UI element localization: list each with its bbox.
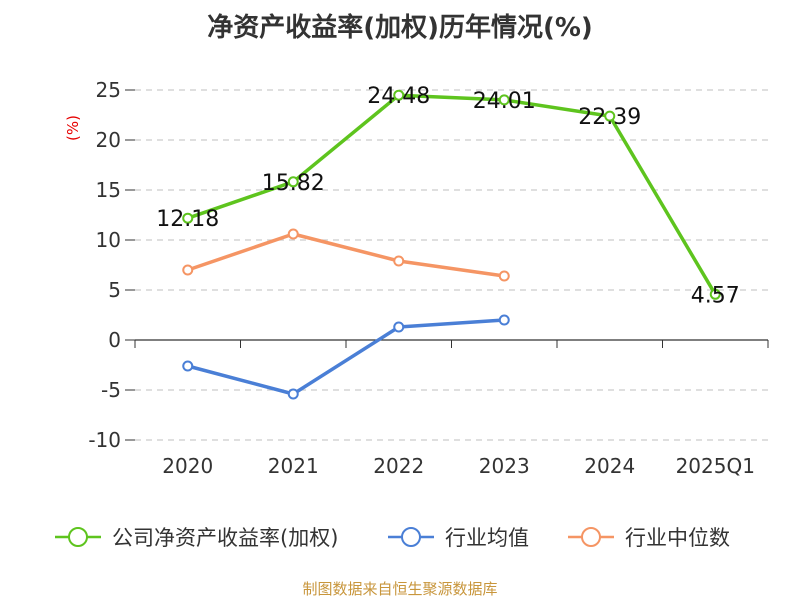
y-tick-label: 15 (96, 178, 121, 202)
chart-title: 净资产收益率(加权)历年情况(%) (207, 12, 593, 43)
y-tick-label: 0 (108, 328, 121, 352)
x-tick-label: 2022 (373, 454, 424, 478)
data-point[interactable] (393, 89, 405, 101)
data-label: 15.82 (262, 171, 325, 196)
x-tick-label: 2025Q1 (676, 454, 755, 478)
series-line-2 (186, 232, 506, 278)
data-point[interactable] (182, 212, 194, 224)
data-label: 24.48 (367, 84, 430, 109)
data-label: 24.01 (473, 89, 536, 114)
legend-item[interactable]: 公司净资产收益率(加权) (55, 526, 338, 550)
data-point[interactable] (498, 314, 510, 326)
x-tick-label: 2020 (162, 454, 213, 478)
data-point[interactable] (182, 264, 194, 276)
data-point[interactable] (287, 176, 299, 188)
y-axis-label: (%) (64, 115, 82, 141)
x-tick-label: 2024 (584, 454, 635, 478)
x-tick-label: 2023 (479, 454, 530, 478)
data-point[interactable] (393, 321, 405, 333)
y-tick-label: 5 (108, 278, 121, 302)
source-note: 制图数据来自恒生聚源数据库 (302, 580, 497, 598)
x-tick-label: 2021 (268, 454, 319, 478)
data-labels: 12.18 15.82 24.48 24.01 22.39 4.57 (156, 84, 739, 308)
legend-swatch-marker (68, 527, 88, 547)
data-point[interactable] (182, 360, 194, 372)
legend-label: 行业均值 (445, 526, 529, 550)
series-line-1 (186, 318, 506, 396)
series-layer (182, 89, 721, 400)
y-tick-label: 25 (96, 78, 121, 102)
data-label: 12.18 (156, 207, 219, 232)
data-point[interactable] (393, 255, 405, 267)
legend-item[interactable]: 行业均值 (388, 526, 529, 550)
legend-swatch-marker (401, 527, 421, 547)
grid-lines (135, 89, 768, 441)
data-point[interactable] (287, 228, 299, 240)
series-line-0 (186, 93, 717, 297)
legend[interactable]: 公司净资产收益率(加权) 行业均值 行业中位数 (55, 526, 730, 550)
legend-swatch-marker (581, 527, 601, 547)
y-tick-label: 20 (96, 128, 121, 152)
legend-label: 公司净资产收益率(加权) (112, 526, 338, 550)
axes: 25 20 15 10 5 0 -5 -10 2020 2021 2022 2023 2024 2025Q… (88, 78, 769, 478)
data-point[interactable] (287, 388, 299, 400)
data-point[interactable] (498, 270, 510, 282)
legend-item[interactable]: 行业中位数 (568, 526, 730, 550)
y-tick-label: -5 (101, 378, 121, 402)
y-tick-label: 10 (96, 228, 121, 252)
legend-label: 行业中位数 (625, 526, 730, 550)
data-point[interactable] (498, 94, 510, 106)
y-tick-label: -10 (88, 428, 121, 452)
data-point[interactable] (604, 110, 616, 122)
data-point[interactable] (709, 288, 721, 300)
data-label: 22.39 (578, 105, 641, 130)
data-label: 4.57 (691, 283, 740, 308)
